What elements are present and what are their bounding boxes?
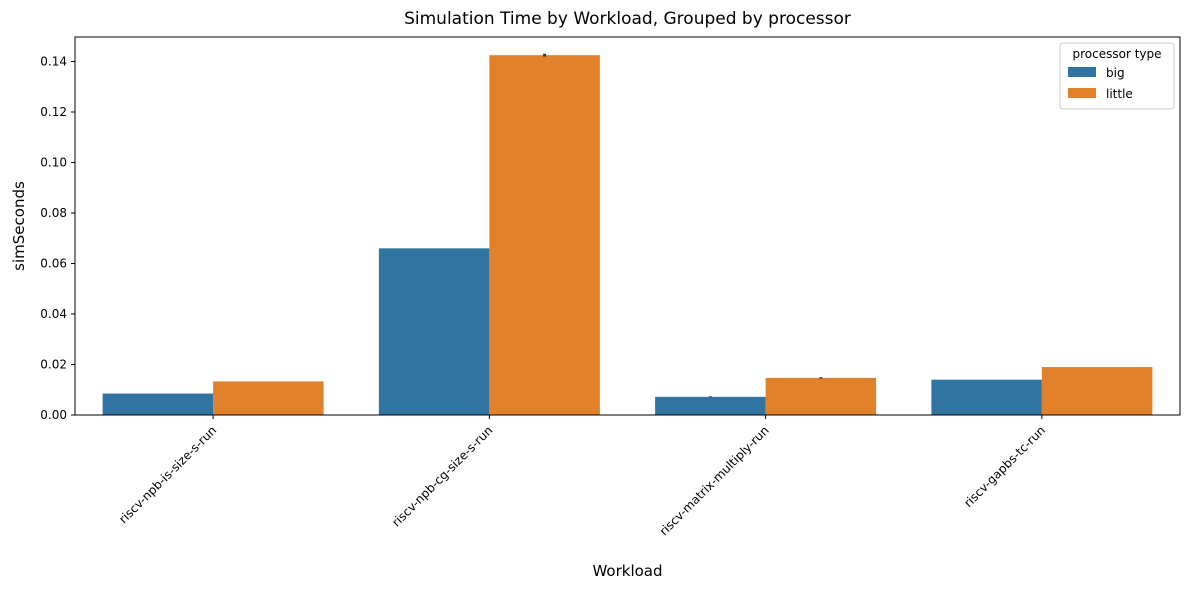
y-tick-label-2: 0.04 (40, 307, 67, 321)
bar-big-2 (655, 396, 766, 415)
bar-little-3 (1041, 367, 1153, 415)
y-tick-label-6: 0.12 (40, 105, 67, 119)
bar-little-1 (489, 55, 600, 415)
x-tick-label-0: riscv-npb-is-size-s-run (116, 423, 219, 526)
x-tick-label-3: riscv-gapbs-tc-run (961, 423, 1048, 510)
legend-label-little: little (1106, 87, 1133, 101)
y-tick-label-5: 0.10 (40, 155, 67, 169)
bars-group (102, 55, 1153, 415)
legend-label-big: big (1106, 66, 1125, 80)
bar-big-0 (102, 393, 214, 415)
legend: processor type big little (1059, 42, 1175, 110)
bar-little-0 (213, 381, 324, 415)
error-bars-group (543, 53, 823, 398)
bar-big-1 (378, 248, 490, 415)
x-tick-label-1: riscv-npb-cg-size-s-run (389, 423, 495, 529)
legend-items: big little (1068, 66, 1133, 101)
y-axis-label: simSeconds (10, 181, 28, 271)
bar-big-3 (931, 379, 1042, 415)
legend-title: processor type (1072, 47, 1161, 61)
x-tick-label-2: riscv-matrix-multiply-run (657, 423, 772, 538)
x-axis-label: Workload (592, 562, 662, 580)
legend-swatch-big (1068, 67, 1096, 77)
bar-little-2 (765, 377, 877, 415)
plot-frame (74, 36, 1181, 416)
y-tick-label-4: 0.08 (40, 206, 67, 220)
y-tick-label-1: 0.02 (40, 357, 67, 371)
y-tick-label-3: 0.06 (40, 256, 67, 270)
y-axis: 0.00 0.02 0.04 0.06 0.08 0.10 0.12 0.14 (40, 54, 75, 422)
legend-swatch-little (1068, 88, 1096, 98)
chart-title: Simulation Time by Workload, Grouped by … (404, 9, 851, 29)
x-axis: riscv-npb-is-size-s-run riscv-npb-cg-size… (116, 415, 1048, 538)
y-tick-label-7: 0.14 (40, 54, 67, 68)
y-tick-label-0: 0.00 (40, 408, 67, 422)
